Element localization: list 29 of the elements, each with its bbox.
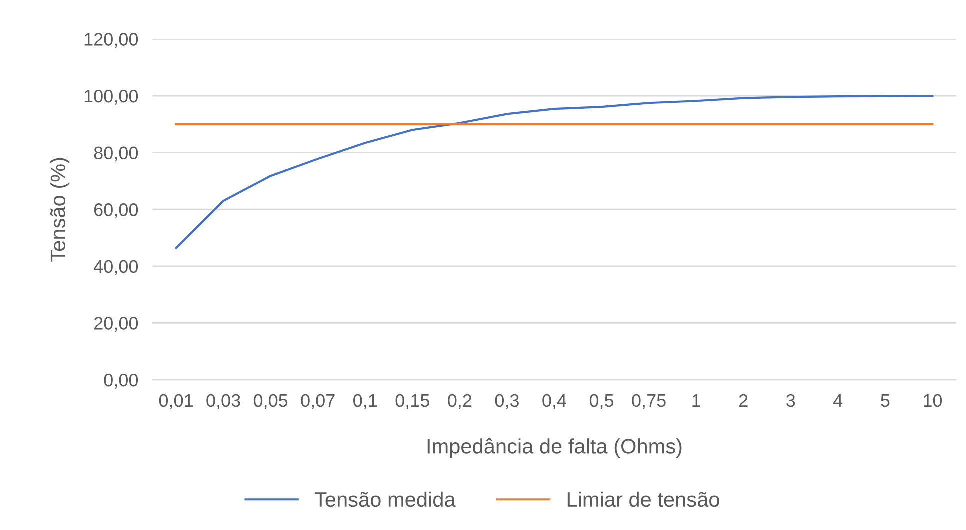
x-tick-label: 10 (924, 394, 942, 408)
x-tick-label: 5 (881, 394, 890, 408)
x-tick-label: 0,3 (495, 394, 519, 410)
y-tick-label: 40,00 (94, 260, 138, 276)
legend-label: Tensão medida (314, 492, 456, 508)
line-series (175, 94, 934, 250)
y-tick-label: 20,00 (94, 317, 138, 332)
x-tick-label: 2 (739, 394, 748, 407)
x-tick-label: 0,15 (396, 394, 430, 410)
x-tick-label: 1 (692, 394, 700, 407)
y-tick-label: 60,00 (94, 204, 138, 218)
x-tick-label: 0,03 (206, 394, 240, 410)
y-tick-label: 0,00 (104, 374, 138, 389)
x-axis-title: Impedância de falta (Ohms) (428, 438, 682, 458)
y-tick-label: 80,00 (94, 146, 138, 162)
x-tick-label: 0,1 (354, 394, 378, 410)
x-tick-label: 0,75 (632, 394, 666, 410)
x-tick-label: 0,5 (590, 394, 614, 410)
x-tick-label: 3 (786, 394, 796, 408)
x-tick-label: 0,2 (448, 394, 472, 410)
x-tick-label: 0,01 (159, 394, 193, 410)
y-tick-label: 100,00 (84, 90, 138, 105)
x-tick-label: 0,07 (301, 394, 335, 410)
y-tick-label: 120,00 (84, 33, 138, 48)
x-tick-label: 0,4 (542, 394, 567, 410)
x-tick-label: 4 (834, 394, 843, 407)
x-tick-label: 0,05 (254, 394, 288, 410)
y-axis-title: Tensão (%) (50, 158, 70, 262)
legend-label: Limiar de tensão (568, 492, 720, 508)
